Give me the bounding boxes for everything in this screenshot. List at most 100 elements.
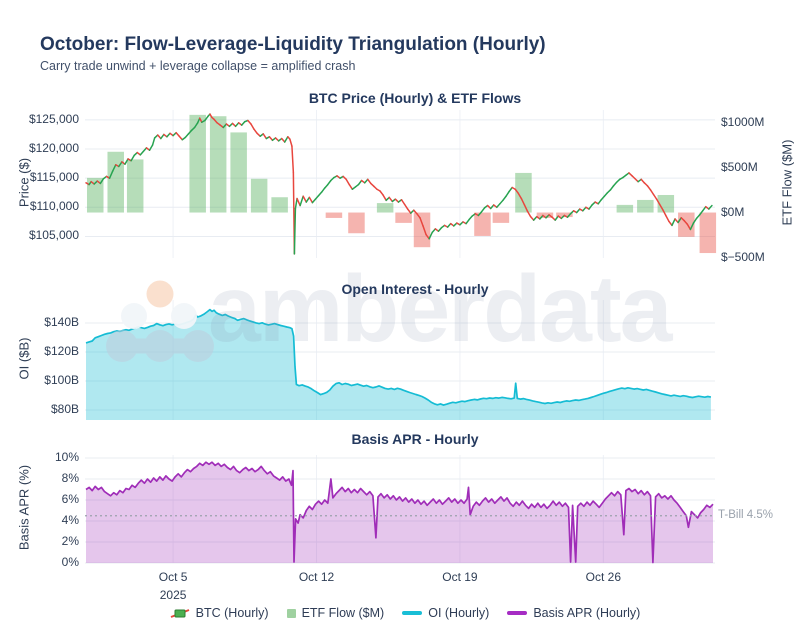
price-segment	[253, 128, 258, 135]
legend-label: BTC (Hourly)	[195, 606, 269, 620]
price-segment	[477, 211, 483, 217]
y2-tick-label: $−500M	[721, 249, 765, 264]
price-segment	[108, 170, 114, 179]
chart-title-1: BTC Price (Hourly) & ETF Flows	[308, 90, 522, 106]
price-segment	[299, 195, 304, 207]
price-segment	[692, 217, 698, 224]
price-segment	[600, 195, 606, 201]
price-segment	[698, 210, 704, 216]
price-segment	[406, 208, 412, 214]
price-segment	[268, 136, 274, 142]
y-tick-label: $105,000	[28, 228, 79, 243]
price-segment	[366, 178, 372, 185]
page-subtitle: Carry trade unwind + leverage collapse =…	[40, 59, 356, 73]
chart-3	[85, 455, 715, 564]
price-segment	[198, 117, 203, 123]
price-segment	[327, 179, 332, 186]
price-segment	[193, 122, 199, 129]
price-segment	[184, 133, 190, 139]
price-segment	[695, 214, 701, 220]
y-tick-label: 4%	[61, 513, 79, 528]
price-segment	[142, 147, 148, 153]
x-tick-sublabel: 2025	[159, 588, 187, 602]
price-segment	[156, 134, 162, 140]
x-tick-label: Oct 12	[298, 570, 335, 584]
price-segment	[665, 214, 670, 223]
price-segment	[250, 123, 255, 130]
etf-flow-bar	[250, 178, 268, 213]
price-segment	[151, 137, 156, 146]
chart-1	[85, 110, 717, 258]
price-segment	[489, 204, 495, 210]
price-segment	[649, 189, 655, 196]
y-tick-label: $100B	[44, 373, 79, 387]
price-segment	[668, 220, 673, 227]
price-segment	[446, 222, 452, 228]
etf-flow-bar	[474, 212, 491, 236]
etf-flow-bar	[348, 212, 365, 234]
price-segment	[646, 184, 652, 191]
price-segment	[388, 196, 394, 203]
area-line	[85, 461, 714, 564]
price-segment	[652, 193, 658, 200]
price-segment	[296, 197, 301, 207]
price-segment	[382, 194, 387, 202]
price-segment	[597, 198, 603, 205]
price-segment	[204, 115, 209, 122]
price-segment	[520, 197, 526, 206]
price-segment	[701, 205, 707, 212]
price-segment	[222, 123, 228, 129]
price-segment	[554, 215, 560, 221]
chart-2	[85, 300, 715, 420]
price-segment	[99, 178, 105, 185]
etf-flow-bar	[637, 199, 654, 213]
x-tick-label: Oct 5	[158, 570, 188, 584]
price-segment	[416, 212, 421, 219]
price-segment	[363, 178, 369, 184]
price-segment	[566, 212, 572, 218]
etf-flow-bar	[376, 203, 394, 213]
legend-item-etf-flow-m-: ETF Flow ($M)	[286, 606, 385, 620]
price-segment	[428, 231, 434, 240]
price-segment	[178, 135, 184, 141]
price-segment	[294, 197, 298, 210]
y-tick-label: $125,000	[28, 111, 79, 126]
price-segment	[529, 215, 535, 221]
legend-label: ETF Flow ($M)	[301, 606, 385, 620]
legend: BTC (Hourly) ETF Flow ($M) OI (Hourly) Basi…	[0, 606, 810, 620]
etf-flow-bar	[86, 177, 104, 213]
y2-tick-label: $0M	[721, 204, 745, 219]
price-segment	[139, 150, 145, 156]
price-segment	[539, 214, 544, 220]
price-segment	[291, 145, 295, 174]
etf-flow-bar	[515, 172, 532, 213]
price-segment	[689, 222, 695, 231]
price-segment	[124, 158, 129, 165]
price-segment	[403, 203, 409, 210]
price-segment	[419, 217, 424, 227]
chart-title-2: Open Interest - Hourly	[341, 281, 489, 297]
price-segment	[317, 191, 323, 197]
price-segment	[308, 196, 314, 204]
price-segment	[262, 133, 268, 140]
price-segment	[213, 118, 218, 124]
price-segment	[111, 164, 117, 172]
price-segment	[526, 210, 532, 218]
line-swatch-icon	[402, 611, 423, 615]
price-segment	[425, 233, 430, 240]
y2-tick-label: $1000M	[721, 114, 765, 129]
price-segment	[357, 179, 363, 186]
y2-tick-label: $500M	[721, 159, 758, 174]
price-segment	[499, 199, 504, 205]
area-fill	[86, 462, 713, 563]
price-segment	[480, 207, 486, 213]
y-axis-title: Basis APR (%)	[16, 464, 32, 551]
etf-flow-bar	[230, 132, 247, 213]
page-title: October: Flow-Leverage-Liquidity Triangu…	[40, 34, 546, 55]
price-segment	[468, 215, 473, 221]
price-segment	[609, 184, 615, 191]
y-tick-label: 8%	[61, 471, 79, 486]
etf-flow-bar	[413, 212, 431, 248]
